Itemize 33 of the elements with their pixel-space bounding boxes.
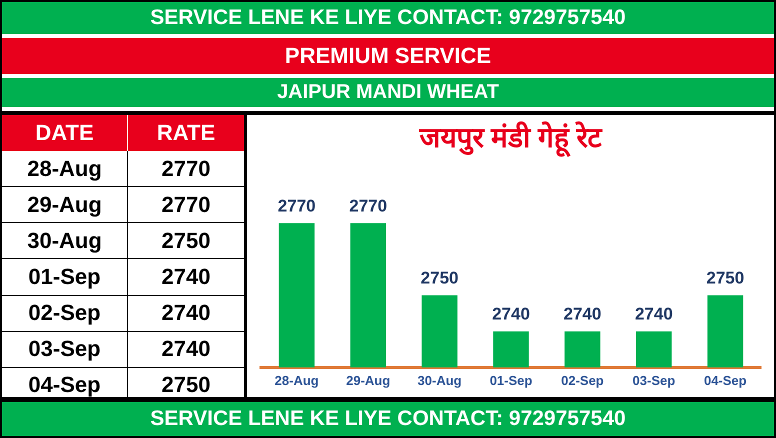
data-label: 2750 — [160, 371, 212, 400]
category-label: 30-Aug — [2, 223, 128, 258]
x-tick-label: 28-Aug — [274, 372, 318, 388]
data-label: 2740 — [160, 262, 212, 291]
header-banner: JAIPUR MANDI WHEAT — [2, 78, 774, 107]
header-banner: SERVICE LENE KE LIYE CONTACT: 9729757540 — [2, 2, 774, 34]
data-label: 2740 — [492, 304, 530, 324]
x-tick-label: 30-Aug — [417, 372, 462, 388]
x-tick-label: 04-Sep — [703, 372, 746, 388]
data-label: 2740 — [563, 304, 601, 324]
footer-banner: SERVICE LENE KE LIYE CONTACT: 9729757540 — [2, 402, 774, 436]
header-banner: PREMIUM SERVICE — [2, 38, 774, 74]
data-label: 2750 — [420, 268, 458, 288]
category-label: 28-Aug — [2, 151, 128, 186]
data-label: 2770 — [160, 154, 212, 183]
x-tick-label: 29-Aug — [346, 372, 390, 388]
text: RATE — [156, 119, 216, 147]
category-label: 29-Aug — [2, 187, 128, 222]
data-label: 2770 — [277, 196, 316, 216]
chart-title: जयपुर मंडी गेहूं रेट — [419, 120, 602, 159]
data-label: 2750 — [160, 226, 212, 255]
category-label: 02-Sep — [2, 296, 128, 331]
text: DATE — [2, 115, 128, 151]
data-label: 2740 — [160, 299, 212, 328]
data-label: 2740 — [160, 335, 212, 364]
data-label: 2750 — [706, 268, 744, 288]
data-label: 2770 — [348, 196, 387, 216]
data-label: 2740 — [634, 304, 672, 324]
x-tick-label: 01-Sep — [489, 372, 532, 388]
category-label: 01-Sep — [2, 259, 128, 295]
x-tick-label: 02-Sep — [560, 372, 604, 388]
data-label: 2770 — [160, 190, 212, 219]
x-tick-label: 03-Sep — [632, 372, 675, 388]
